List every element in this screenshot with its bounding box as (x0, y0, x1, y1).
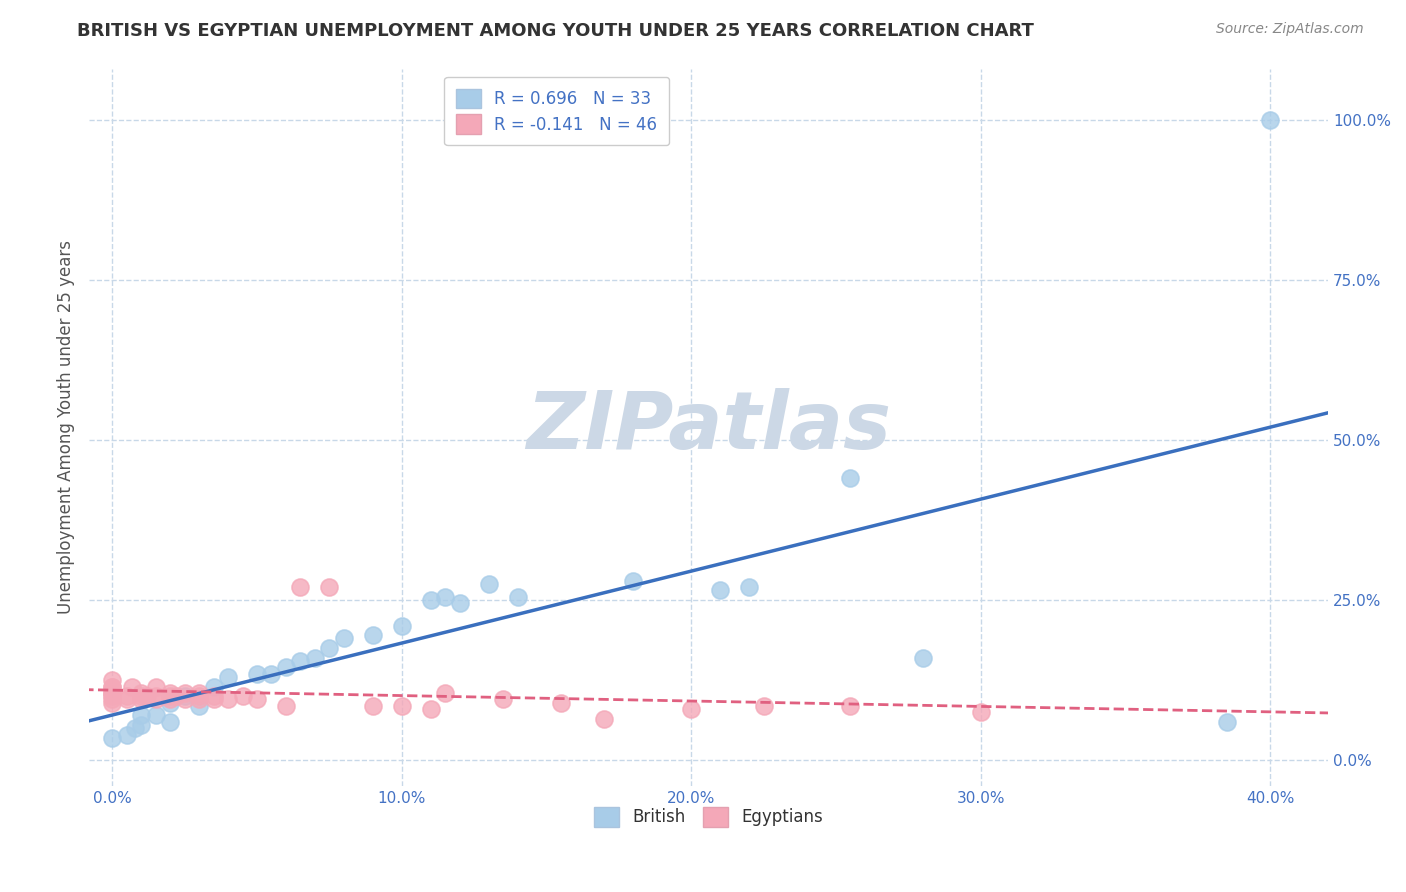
Point (839, 471, 862, 485)
Point (361, 628, 384, 642)
Point (290, 580, 312, 594)
Point (434, 590, 457, 604)
Point (101, 689, 124, 703)
Point (449, 596, 471, 610)
Point (145, 708, 167, 723)
Point (101, 696, 124, 710)
Point (124, 721, 146, 735)
Point (129, 708, 152, 723)
Point (173, 686, 195, 700)
Point (129, 692, 152, 706)
Point (217, 692, 239, 706)
Point (419, 593, 441, 607)
Point (129, 686, 152, 700)
Point (506, 590, 529, 604)
Point (274, 660, 297, 674)
Point (419, 702, 441, 716)
Point (173, 689, 195, 703)
Point (550, 696, 572, 710)
Point (361, 698, 384, 713)
Point (260, 666, 283, 681)
Point (115, 689, 138, 703)
Point (492, 692, 515, 706)
Point (304, 650, 326, 665)
Point (970, 705, 993, 719)
Point (188, 686, 211, 700)
Point (246, 666, 269, 681)
Point (290, 654, 312, 668)
Point (101, 686, 124, 700)
Point (129, 718, 152, 732)
Point (391, 698, 413, 713)
Point (101, 692, 124, 706)
Point (333, 632, 356, 646)
Point (217, 670, 239, 684)
Point (145, 680, 167, 694)
Point (115, 727, 138, 741)
Point (188, 692, 211, 706)
Point (173, 692, 195, 706)
Y-axis label: Unemployment Among Youth under 25 years: Unemployment Among Youth under 25 years (58, 240, 75, 615)
Point (165, 689, 187, 703)
Point (145, 689, 167, 703)
Point (839, 698, 862, 713)
Text: ZIPatlas: ZIPatlas (526, 388, 891, 467)
Legend: British, Egyptians: British, Egyptians (586, 799, 831, 835)
Point (101, 680, 124, 694)
Point (145, 692, 167, 706)
Point (434, 686, 457, 700)
Point (121, 680, 143, 694)
Point (159, 689, 181, 703)
Point (318, 580, 340, 594)
Point (593, 712, 616, 726)
Point (202, 689, 225, 703)
Point (101, 686, 124, 700)
Point (159, 714, 181, 729)
Point (202, 692, 225, 706)
Point (391, 618, 413, 632)
Point (188, 689, 211, 703)
Point (318, 641, 340, 656)
Point (159, 692, 181, 706)
Point (752, 698, 775, 713)
Point (115, 692, 138, 706)
Text: Source: ZipAtlas.com: Source: ZipAtlas.com (1216, 22, 1364, 37)
Point (1258, 112, 1281, 127)
Point (129, 689, 152, 703)
Point (101, 673, 124, 687)
Point (231, 689, 253, 703)
Point (101, 680, 124, 694)
Point (159, 686, 181, 700)
Text: BRITISH VS EGYPTIAN UNEMPLOYMENT AMONG YOUTH UNDER 25 YEARS CORRELATION CHART: BRITISH VS EGYPTIAN UNEMPLOYMENT AMONG Y… (77, 22, 1035, 40)
Point (1216, 714, 1239, 729)
Point (738, 580, 761, 594)
Point (202, 680, 225, 694)
Point (159, 696, 181, 710)
Point (709, 583, 731, 598)
Point (911, 650, 934, 665)
Point (136, 689, 159, 703)
Point (681, 702, 703, 716)
Point (477, 577, 499, 591)
Point (246, 692, 269, 706)
Point (274, 698, 297, 713)
Point (101, 731, 124, 745)
Point (188, 698, 211, 713)
Point (621, 574, 644, 588)
